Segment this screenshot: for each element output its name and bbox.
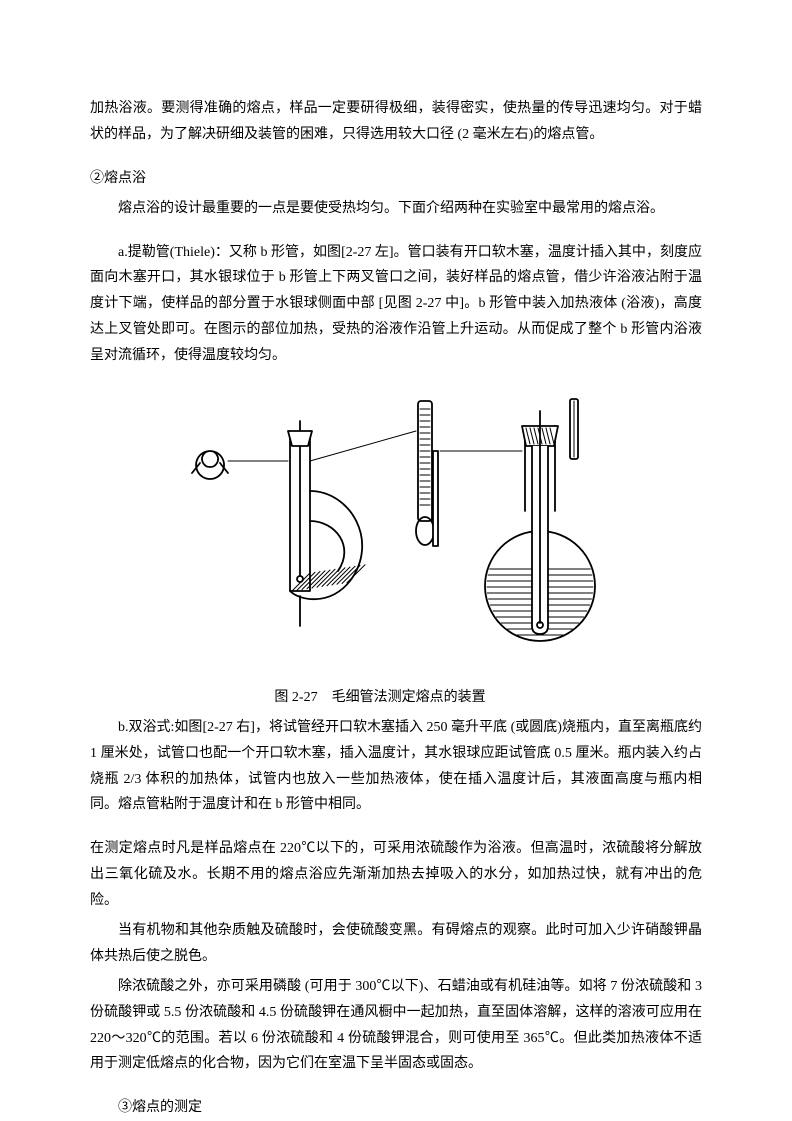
paragraph: 加热浴液。要测得准确的熔点，样品一定要研得极细，装得密实，使热量的传导迅速均匀。… — [90, 96, 702, 148]
figure-2-27 — [150, 391, 610, 671]
figure-caption: 图 2-27 毛细管法测定熔点的装置 — [150, 685, 610, 711]
paragraph: 当有机物和其他杂质触及硫酸时，会使硫酸变黑。有碍熔点的观察。此时可加入少许硝酸钾… — [90, 918, 702, 970]
paragraph: 在测定熔点时凡是样品熔点在 220℃以下的，可采用浓硫酸作为浴液。但高温时，浓硫… — [90, 836, 702, 914]
paragraph: 熔点浴的设计最重要的一点是要使受热均匀。下面介绍两种在实验室中最常用的熔点浴。 — [90, 196, 702, 222]
subheading-measure: ③熔点的测定 — [90, 1095, 702, 1121]
subheading-bath: ②熔点浴 — [90, 166, 702, 192]
paragraph: b.双浴式:如图[2-27 右]，将试管经开口软木塞插入 250 毫升平底 (或… — [90, 715, 702, 819]
paragraph: 除浓硫酸之外，亦可采用磷酸 (可用于 300℃以下)、石蜡油或有机硅油等。如将 … — [90, 974, 702, 1078]
document-page: 加热浴液。要测得准确的熔点，样品一定要研得极细，装得密实，使热量的传导迅速均匀。… — [0, 0, 792, 1120]
paragraph: a.提勒管(Thiele)：又称 b 形管，如图[2-27 左]。管口装有开口软… — [90, 240, 702, 369]
